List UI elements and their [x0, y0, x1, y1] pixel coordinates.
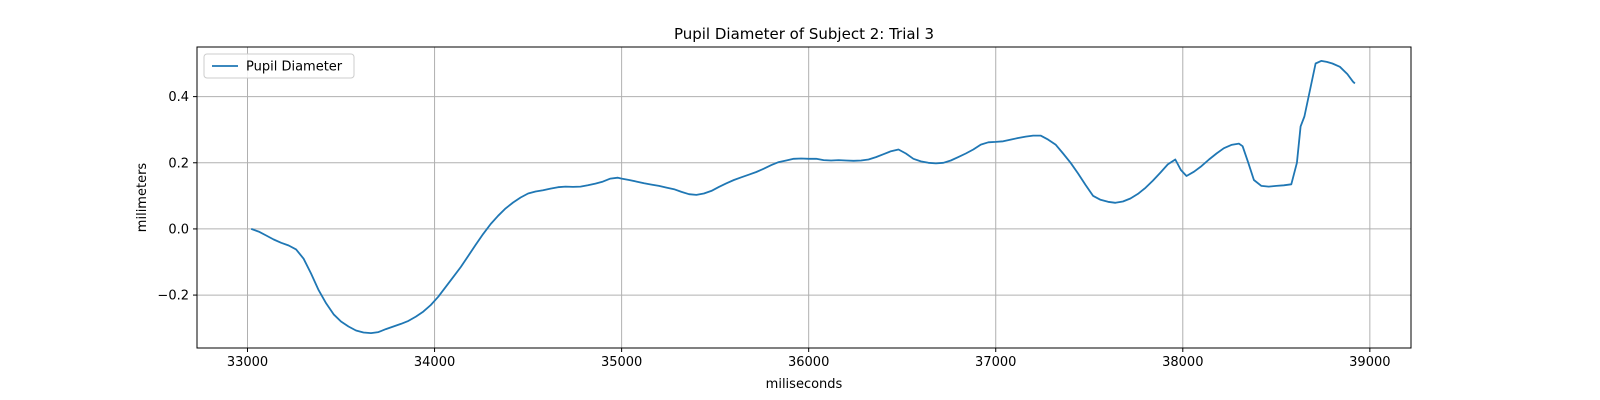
x-tick-label: 38000 [1162, 355, 1203, 370]
series-layer [250, 60, 1356, 335]
y-tick-label: 0.2 [168, 156, 189, 171]
x-axis: 33000 34000 35000 36000 37000 38000 39000 [227, 348, 1391, 370]
y-tick-label: 0.4 [168, 90, 189, 105]
legend: Pupil Diameter [203, 53, 355, 79]
y-tick-label: 0.0 [168, 222, 189, 237]
x-axis-label: miliseconds [766, 377, 843, 392]
x-tick-label: 33000 [227, 355, 268, 370]
series-line [250, 60, 1356, 335]
chart-title: Pupil Diameter of Subject 2: Trial 3 [674, 25, 934, 43]
y-axis: −0.2 0.0 0.2 0.4 [157, 90, 197, 304]
grid-lines [197, 47, 1411, 348]
x-tick-label: 34000 [414, 355, 455, 370]
legend-label: Pupil Diameter [246, 60, 343, 75]
x-tick-label: 37000 [975, 355, 1016, 370]
plot-frame [196, 46, 1412, 349]
x-tick-label: 39000 [1349, 355, 1390, 370]
x-tick-label: 36000 [788, 355, 829, 370]
y-axis-label: milimeters [135, 163, 150, 233]
legend-box [203, 53, 355, 79]
x-tick-label: 35000 [601, 355, 642, 370]
y-tick-label: −0.2 [157, 289, 189, 304]
